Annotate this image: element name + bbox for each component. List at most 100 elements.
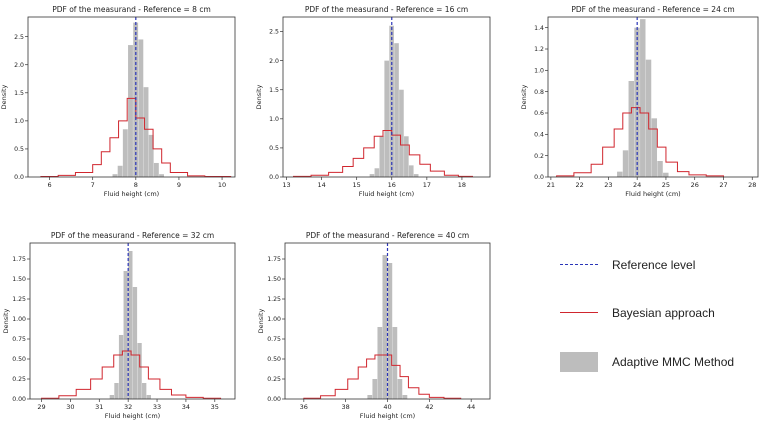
y-axis-label: Density (0, 84, 8, 109)
x-tick-label: 42 (425, 403, 433, 411)
y-axis-label: Density (255, 84, 263, 109)
y-tick-label: 0.00 (267, 396, 281, 403)
x-tick-label: 34 (182, 403, 190, 411)
x-tick-label: 22 (576, 181, 584, 189)
y-tick-label: 1.00 (12, 316, 26, 323)
legend-label-reference: Reference level (612, 258, 696, 272)
mmc-histogram-bar (384, 60, 390, 177)
mmc-histogram-bar (399, 89, 404, 177)
mmc-histogram-bar (397, 379, 403, 399)
x-tick-label: 17 (423, 181, 431, 189)
plot-frame (29, 242, 236, 400)
x-axis-label: Fluid height (cm) (105, 412, 160, 420)
y-tick-label: 2.5 (269, 29, 279, 36)
mmc-histogram-bar (123, 271, 128, 399)
y-tick-label: 0.50 (267, 356, 281, 363)
x-tick-label: 9 (177, 181, 181, 189)
x-tick-label: 15 (353, 181, 361, 189)
x-tick-label: 29 (37, 403, 45, 411)
y-axis-label: Density (520, 84, 528, 109)
y-tick-label: 1.00 (267, 316, 281, 323)
x-axis-label: Fluid height (cm) (625, 190, 680, 198)
y-tick-label: 0.75 (267, 336, 281, 343)
mmc-histogram-bar (413, 174, 419, 177)
y-tick-label: 0.5 (269, 145, 279, 152)
y-tick-label: 1.75 (12, 256, 26, 263)
mmc-histogram-bar (408, 165, 414, 177)
mmc-histogram-bar (379, 136, 385, 177)
x-tick-label: 38 (342, 403, 350, 411)
chart-svg-32cm: PDF of the measurand - Reference = 32 cm… (2, 231, 236, 420)
x-tick-label: 33 (153, 403, 161, 411)
plot-frame (282, 16, 491, 178)
chart-svg-8cm: PDF of the measurand - Reference = 8 cm 6… (0, 5, 236, 198)
mmc-histogram-bar (117, 165, 123, 177)
x-axis-label: Fluid height (cm) (104, 190, 159, 198)
mmc-histogram-bar (372, 379, 378, 399)
y-tick-label: 1.25 (267, 296, 281, 303)
y-tick-label: 0.00 (12, 396, 26, 403)
mmc-histogram-bar (143, 87, 149, 177)
x-tick-label: 7 (91, 181, 95, 189)
mmc-histogram-bar (387, 263, 393, 399)
mmc-histogram-bar (389, 25, 394, 178)
mmc-histogram-bar (369, 174, 375, 177)
plot-frame (547, 16, 759, 178)
x-tick-label: 23 (604, 181, 612, 189)
x-tick-label: 25 (662, 181, 670, 189)
mmc-histogram-bar (382, 255, 388, 399)
x-tick-label: 6 (47, 181, 51, 189)
chart-panel-40cm: PDF of the measurand - Reference = 40 cm… (255, 225, 505, 421)
x-tick-label: 10 (218, 181, 226, 189)
mmc-histogram-bar (128, 251, 133, 399)
bayesian-step-line (41, 350, 222, 399)
mmc-histogram-bar (663, 172, 669, 177)
x-tick-label: 40 (383, 403, 391, 411)
chart-title: PDF of the measurand - Reference = 32 cm (51, 231, 214, 240)
y-tick-label: 2.0 (269, 58, 279, 65)
y-tick-label: 0.25 (267, 376, 281, 383)
x-tick-label: 27 (719, 181, 727, 189)
mmc-histogram-bar (114, 383, 119, 399)
y-tick-label: 0.4 (534, 132, 544, 139)
y-tick-label: 0.2 (534, 153, 544, 160)
x-tick-label: 26 (691, 181, 699, 189)
legend-label-bayesian: Bayesian approach (612, 306, 715, 320)
y-tick-label: 1.5 (14, 90, 24, 97)
reference-line-swatch (560, 255, 598, 275)
mmc-histogram-bar (374, 168, 380, 177)
x-tick-label: 28 (748, 181, 756, 189)
mmc-histogram-bar (367, 395, 373, 399)
x-tick-label: 18 (458, 181, 466, 189)
mmc-histogram-bar (132, 287, 138, 399)
bayesian-step-line (293, 129, 473, 177)
mmc-histogram-bar (142, 383, 147, 399)
bayesian-step-line (556, 107, 724, 177)
mmc-histogram-bar (159, 174, 164, 177)
x-axis-label: Fluid height (cm) (360, 412, 415, 420)
mmc-histogram-bar (404, 136, 409, 177)
chart-panel-8cm: PDF of the measurand - Reference = 8 cm 6… (0, 0, 250, 205)
y-tick-label: 1.50 (12, 276, 26, 283)
legend-label-mmc: Adaptive MMC Method (612, 355, 735, 369)
chart-title: PDF of the measurand - Reference = 8 cm (52, 5, 211, 14)
chart-svg-24cm: PDF of the measurand - Reference = 24 cm… (520, 5, 759, 198)
mmc-histogram-bar (153, 162, 159, 177)
legend-item-reference: Reference level (560, 253, 695, 277)
y-tick-label: 0.0 (14, 174, 24, 181)
mmc-histogram-bar (138, 39, 144, 177)
bayesian-step-line (40, 97, 232, 177)
y-tick-label: 0.0 (269, 174, 279, 181)
mmc-histogram-bar (109, 395, 115, 399)
mmc-histogram-bar (137, 343, 142, 399)
mmc-histogram-bar (651, 118, 658, 177)
mmc-histogram-bar (148, 134, 154, 177)
mmc-histogram-bar (622, 150, 629, 177)
x-tick-label: 31 (95, 403, 103, 411)
mmc-histogram-bar (617, 171, 623, 177)
chart-title: PDF of the measurand - Reference = 40 cm (306, 231, 469, 240)
y-tick-label: 0.0 (534, 174, 544, 181)
bayesian-line-swatch (560, 303, 598, 323)
plot-frame (27, 16, 236, 178)
x-tick-label: 14 (317, 181, 325, 189)
